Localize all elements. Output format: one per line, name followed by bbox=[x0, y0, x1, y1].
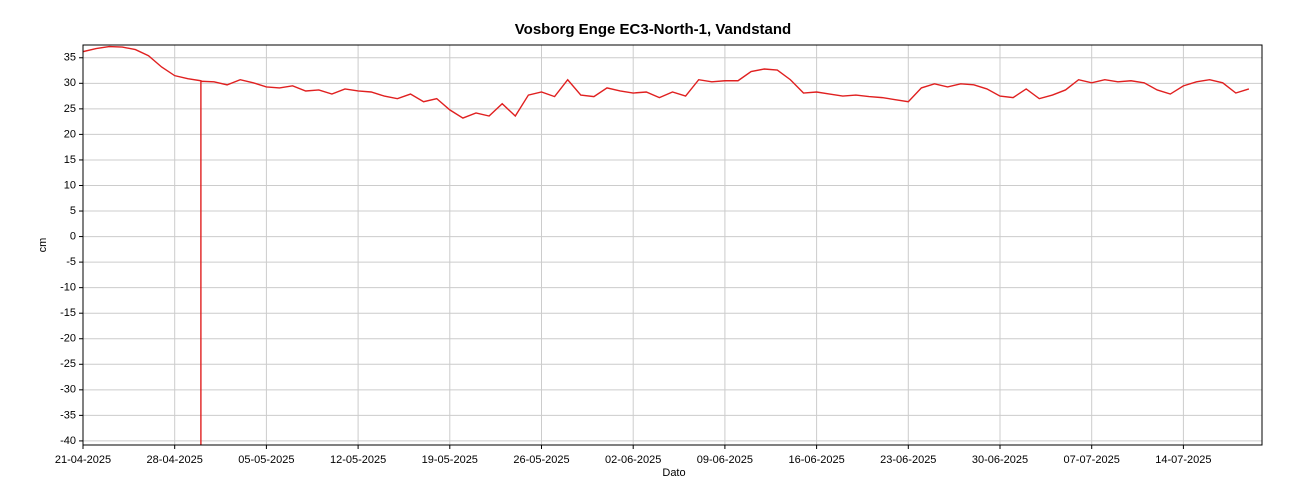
data-line bbox=[83, 45, 1250, 445]
x-tick-label: 28-04-2025 bbox=[147, 454, 203, 466]
plot-frame bbox=[82, 44, 1263, 446]
y-tick-label: 5 bbox=[70, 205, 76, 217]
x-tick-label: 14-07-2025 bbox=[1155, 454, 1211, 466]
y-tick-label: 35 bbox=[64, 52, 76, 64]
x-axis-label: Dato bbox=[662, 467, 685, 479]
x-tick-label: 16-06-2025 bbox=[788, 454, 844, 466]
x-tick-label: 26-05-2025 bbox=[513, 454, 569, 466]
y-tick-label: -25 bbox=[60, 358, 76, 370]
chart-title: Vosborg Enge EC3-North-1, Vandstand bbox=[515, 21, 791, 38]
x-tick-label: 07-07-2025 bbox=[1064, 454, 1120, 466]
y-tick-label: 0 bbox=[70, 230, 76, 242]
x-tick-label: 21-04-2025 bbox=[55, 454, 111, 466]
x-tick-label: 12-05-2025 bbox=[330, 454, 386, 466]
y-tick-label: -15 bbox=[60, 307, 76, 319]
y-tick-label: 10 bbox=[64, 179, 76, 191]
y-axis-label: cm bbox=[37, 238, 49, 253]
y-tick-label: -20 bbox=[60, 333, 76, 345]
y-tick-label: 25 bbox=[64, 103, 76, 115]
y-tick-label: -35 bbox=[60, 409, 76, 421]
x-tick-label: 05-05-2025 bbox=[238, 454, 294, 466]
x-tick-label: 30-06-2025 bbox=[972, 454, 1028, 466]
x-tick-label: 19-05-2025 bbox=[422, 454, 478, 466]
y-tick-label: -10 bbox=[60, 282, 76, 294]
y-tick-label: 15 bbox=[64, 154, 76, 166]
y-tick-label: -5 bbox=[66, 256, 76, 268]
x-tick-label: 02-06-2025 bbox=[605, 454, 661, 466]
y-tick-label: 20 bbox=[64, 128, 76, 140]
x-tick-label: 23-06-2025 bbox=[880, 454, 936, 466]
y-tick-label: 30 bbox=[64, 77, 76, 89]
y-tick-label: -30 bbox=[60, 384, 76, 396]
y-tick-label: -40 bbox=[60, 435, 76, 447]
x-tick-label: 09-06-2025 bbox=[697, 454, 753, 466]
